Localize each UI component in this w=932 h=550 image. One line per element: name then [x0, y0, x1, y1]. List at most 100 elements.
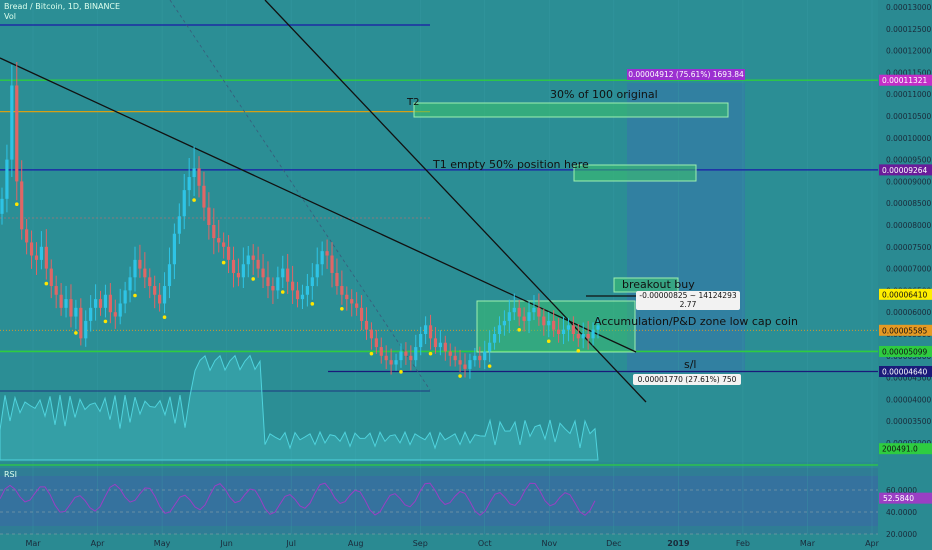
- price-tick-label: 0.00008500: [886, 199, 932, 208]
- candle-body: [192, 168, 196, 178]
- price-tick-label: 0.00012500: [886, 25, 932, 34]
- candle-body: [10, 85, 14, 160]
- candle-body: [596, 325, 600, 330]
- candle-body: [488, 342, 492, 352]
- price-badge: [879, 74, 932, 86]
- signal-marker: [340, 307, 344, 311]
- signal-marker: [133, 293, 137, 298]
- candle-body: [231, 259, 236, 273]
- signal-marker: [458, 374, 462, 378]
- price-tick-label: 0.00010500: [886, 112, 932, 121]
- time-axis-label: 2019: [667, 539, 690, 548]
- price-badge: [879, 345, 932, 357]
- candle-body: [113, 312, 117, 317]
- candle-body: [468, 360, 472, 369]
- target-zone-t2-box: [413, 102, 729, 118]
- candle-body: [364, 320, 369, 330]
- candle-body: [108, 294, 112, 313]
- rsi-tick-label: 60.0000: [886, 486, 917, 495]
- candle-body: [138, 259, 142, 269]
- candle-body: [187, 177, 191, 191]
- signal-marker: [44, 281, 49, 286]
- time-axis-label: Mar: [800, 539, 816, 548]
- price-badge-label: 0.00006410: [882, 290, 928, 299]
- label-t1: T1 empty 50% position here: [433, 158, 589, 171]
- candle-body: [315, 264, 319, 278]
- time-axis-label: Sep: [413, 539, 428, 548]
- price-badge-label: 0.00005585: [882, 326, 928, 335]
- candle-body: [202, 185, 206, 208]
- candle-body: [276, 277, 280, 291]
- signal-marker: [74, 331, 78, 335]
- measure-mid-label: -0.00000825 ~ 14124293 2.77: [636, 291, 740, 310]
- volume-label: Vol: [4, 12, 16, 21]
- candle-body: [473, 355, 477, 361]
- price-tick-label: 0.00009000: [886, 177, 932, 186]
- candle-body: [236, 272, 241, 278]
- price-tick-label: 0.00003500: [886, 417, 932, 426]
- signal-marker: [280, 290, 285, 294]
- candle-body: [359, 307, 364, 321]
- candle-body: [5, 159, 9, 199]
- candle-body: [123, 290, 127, 304]
- candle-body: [44, 246, 48, 269]
- candle-body: [222, 242, 226, 247]
- candle-body: [89, 307, 93, 321]
- candle-body: [133, 259, 137, 278]
- forecast-range-box: [627, 83, 745, 373]
- label-target-30: 30% of 100 original: [550, 88, 658, 101]
- rsi-tick-label: 20.0000: [886, 530, 917, 539]
- price-badge-label: 0.00004640: [882, 367, 928, 376]
- price-badge: [879, 164, 932, 176]
- candle-body: [153, 286, 157, 295]
- rsi-line: [0, 482, 596, 516]
- candle-body: [492, 334, 497, 343]
- candle-body: [128, 277, 132, 291]
- candle-body: [571, 325, 575, 334]
- signal-marker: [428, 351, 433, 356]
- candle-body: [291, 281, 295, 291]
- target-zone-t1-box: [573, 164, 697, 182]
- candle-body: [512, 307, 516, 313]
- candle-body: [350, 299, 354, 304]
- measure-top-label: 0.00004912 (75.61%) 1693.84: [627, 69, 745, 80]
- signal-marker: [517, 328, 521, 332]
- price-tick-label: 0.00007000: [886, 265, 932, 274]
- candle-body: [182, 190, 186, 217]
- candle-body: [542, 316, 546, 326]
- candle-body: [286, 268, 290, 282]
- rsi-label: RSI: [4, 470, 17, 479]
- candle-body: [448, 351, 452, 356]
- candle-body: [537, 307, 541, 317]
- candle-body: [118, 303, 122, 317]
- signal-marker: [546, 339, 551, 344]
- downtrend-line-long: [0, 57, 637, 353]
- signal-marker: [251, 277, 256, 281]
- candle-body: [79, 307, 83, 339]
- price-tick-label: 0.00011000: [886, 90, 932, 99]
- measure-bottom-label: 0.00001770 (27.61%) 750: [633, 374, 741, 385]
- candle-body: [517, 307, 521, 317]
- candle-body: [379, 347, 383, 356]
- candle-body: [212, 225, 216, 239]
- price-tick-label: 0.00010000: [886, 134, 932, 143]
- candle-body: [69, 299, 73, 317]
- candle-body: [547, 320, 551, 326]
- time-axis-label: Jul: [285, 539, 296, 548]
- candle-body: [384, 355, 388, 361]
- candle-body: [438, 342, 442, 348]
- price-tick-label: 0.00004500: [886, 374, 932, 383]
- time-axis-label: May: [154, 539, 171, 548]
- time-axis-label: Apr: [865, 539, 880, 548]
- candle-body: [409, 355, 413, 361]
- candle-body: [162, 286, 167, 304]
- price-badge-label: 0.00005099: [882, 347, 928, 356]
- candle-body: [507, 312, 511, 321]
- candle-body: [295, 290, 300, 300]
- rsi-value-badge-label: 52.5840: [883, 494, 914, 503]
- candle-body: [424, 325, 428, 334]
- candle-body: [497, 325, 502, 334]
- candle-body: [576, 334, 580, 339]
